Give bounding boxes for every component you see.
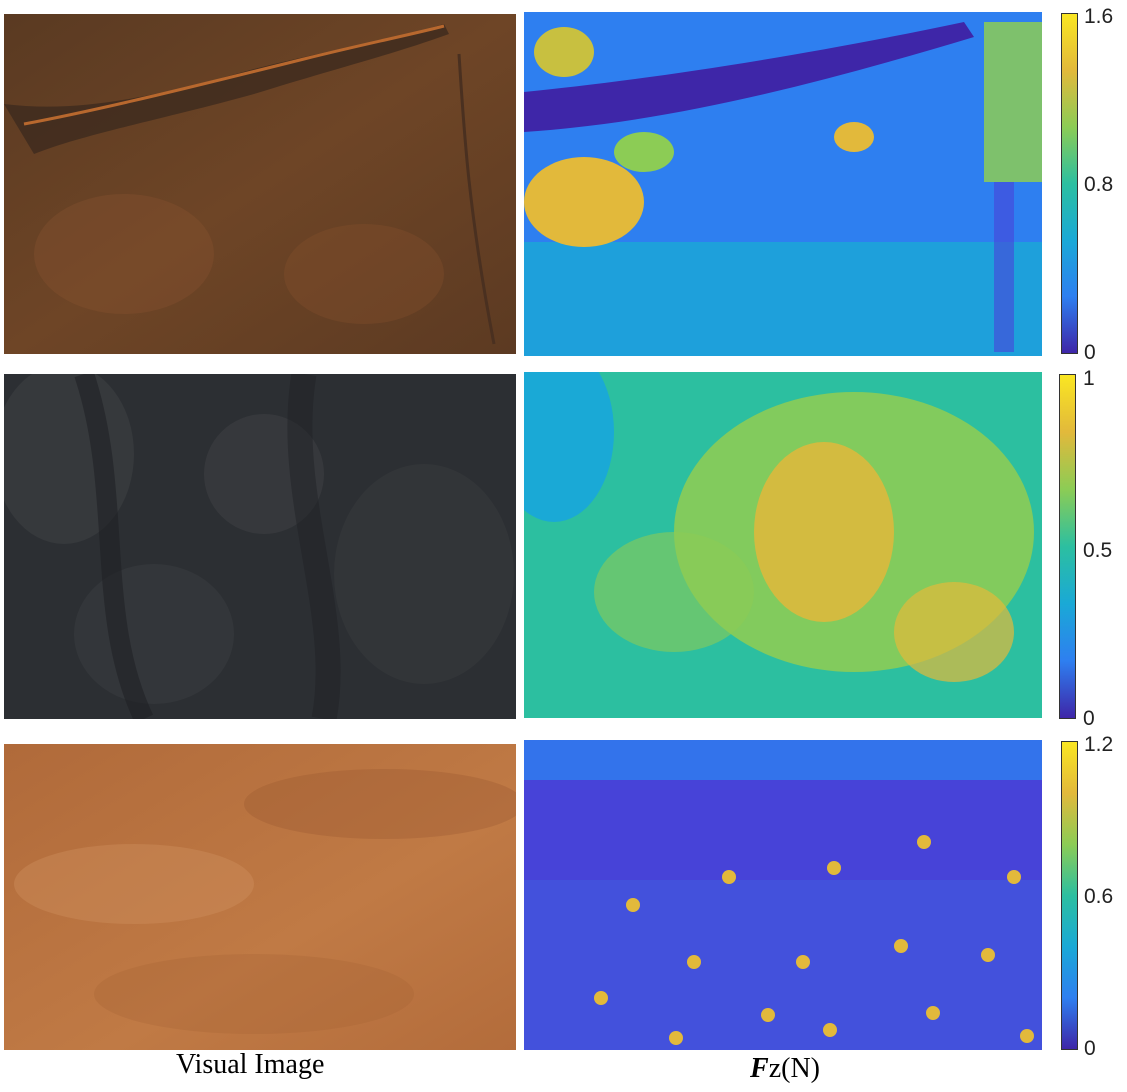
visual-image-1 <box>4 14 516 354</box>
colorbar-3-tick-min: 0 <box>1084 1037 1096 1060</box>
colorbar-1-tick-mid: 0.8 <box>1084 173 1114 196</box>
colorbar-3-tick-mid: 0.6 <box>1084 885 1114 908</box>
colorbar-1-tick-min: 0 <box>1084 341 1096 364</box>
colorbar-1 <box>1061 13 1078 354</box>
colorbar-2-tick-max: 1 <box>1083 367 1095 390</box>
caption-visual-image: Visual Image <box>176 1049 325 1080</box>
caption-force-label: Fz(N) <box>750 1053 820 1085</box>
force-map-2 <box>524 372 1042 718</box>
colorbar-3 <box>1061 741 1078 1050</box>
caption-force-symbol: F <box>750 1053 769 1084</box>
colorbar-2 <box>1059 374 1076 719</box>
colorbar-2-tick-min: 0 <box>1083 707 1095 730</box>
colorbar-1-tick-max: 1.6 <box>1084 5 1114 28</box>
colorbar-2-tick-mid: 0.5 <box>1083 539 1113 562</box>
force-map-1 <box>524 12 1042 356</box>
colorbar-3-tick-max: 1.2 <box>1084 733 1114 756</box>
caption-force-unit: z(N) <box>768 1053 820 1084</box>
visual-image-3 <box>4 744 516 1050</box>
visual-image-2 <box>4 374 516 719</box>
force-map-3 <box>524 740 1042 1050</box>
